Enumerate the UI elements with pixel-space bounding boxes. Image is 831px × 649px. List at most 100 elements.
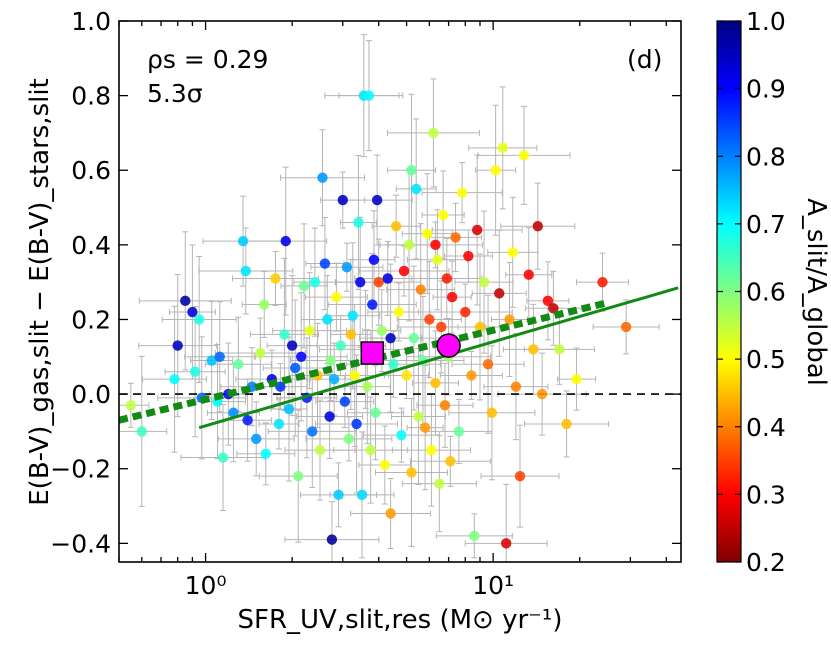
fit-lines (119, 286, 679, 430)
data-point (376, 325, 387, 336)
data-point (507, 247, 518, 258)
colorbar-tick-label: 0.2 (746, 548, 786, 577)
data-point (326, 534, 338, 545)
data-point (437, 209, 449, 221)
data-point (169, 373, 180, 385)
data-point (424, 314, 435, 325)
data-point (620, 321, 632, 333)
data-point (328, 373, 340, 385)
data-point (410, 183, 422, 195)
y-tick-label: 1.0 (71, 7, 111, 36)
data-point (446, 291, 458, 303)
data-point (180, 295, 191, 307)
x-tick-label: 10¹ (472, 571, 514, 600)
y-tick-label: −0.4 (50, 529, 111, 558)
data-point (494, 288, 505, 299)
y-tick-label: 0.0 (71, 380, 111, 409)
data-point (571, 373, 582, 385)
data-point (439, 400, 451, 411)
data-point (460, 306, 471, 318)
data-point (283, 403, 295, 415)
data-point (441, 273, 453, 284)
data-point (385, 332, 396, 344)
data-point (286, 340, 298, 351)
data-point (193, 314, 205, 325)
data-point (510, 381, 522, 392)
data-point (317, 172, 328, 183)
data-point (260, 448, 272, 459)
data-point (242, 415, 253, 426)
data-point (393, 306, 405, 318)
y-tick-label: 0.6 (71, 156, 111, 185)
data-point (324, 411, 335, 422)
data-point (497, 142, 508, 154)
colorbar-tick-label: 0.3 (746, 480, 786, 509)
data-point (337, 194, 348, 206)
data-point (293, 470, 304, 482)
data-point (490, 165, 501, 176)
data-point (339, 396, 351, 407)
y-axis-label: E(B-V)_gas,slit − E(B-V)_stars,slit (25, 78, 55, 506)
data-point (214, 351, 225, 362)
data-point (353, 217, 364, 228)
data-point (255, 347, 266, 359)
colorbar-tick-label: 0.4 (746, 413, 786, 442)
data-point (469, 530, 480, 542)
data-point (398, 265, 410, 277)
x-tick-label: 10⁰ (185, 571, 227, 600)
data-point (233, 359, 244, 370)
data-point (430, 239, 441, 251)
data-point (408, 332, 420, 344)
data-point (430, 377, 441, 389)
data-point (436, 321, 447, 333)
colorbar-ticks: 1.0 0.9 0.8 0.7 0.6 0.5 0.4 0.3 0.2 (717, 7, 786, 577)
data-point (240, 265, 251, 277)
data-point (273, 418, 285, 430)
data-point (362, 381, 373, 392)
data-point (597, 276, 608, 288)
data-point (388, 359, 399, 370)
data-point (136, 426, 147, 437)
data-point (463, 250, 474, 262)
data-point (335, 340, 346, 351)
data-point (345, 329, 357, 340)
data-point (385, 508, 396, 519)
median-square (360, 341, 385, 365)
colorbar-label: A_slit/A_global (801, 198, 831, 386)
data-point (415, 284, 426, 295)
x-axis-ticks: 10⁰ 10¹ (118, 21, 667, 600)
data-point (351, 418, 362, 430)
data-point (367, 299, 378, 310)
sigma-annotation: 5.3σ (147, 79, 203, 108)
data-point (428, 127, 439, 139)
data-point (279, 329, 290, 340)
data-point (422, 228, 433, 239)
data-point (466, 370, 477, 381)
data-points (125, 90, 632, 549)
data-point (450, 232, 461, 243)
data-point (548, 303, 559, 314)
data-point (528, 344, 539, 355)
data-point (434, 478, 445, 489)
data-point (432, 254, 443, 265)
data-point (406, 165, 417, 176)
data-point (500, 538, 512, 549)
data-point (482, 359, 494, 370)
data-point (401, 370, 412, 381)
data-point (471, 224, 483, 236)
plot-frame (118, 20, 682, 563)
y-tick-label: 0.4 (71, 231, 111, 260)
data-point (445, 456, 456, 467)
data-point (363, 90, 375, 101)
data-point (333, 489, 344, 501)
data-point (365, 444, 376, 456)
data-point (325, 355, 336, 366)
data-point (189, 366, 201, 377)
y-tick-label: 0.2 (71, 305, 111, 334)
data-point (413, 411, 424, 422)
data-point (259, 299, 270, 310)
data-point (347, 310, 358, 321)
data-point (474, 321, 486, 333)
